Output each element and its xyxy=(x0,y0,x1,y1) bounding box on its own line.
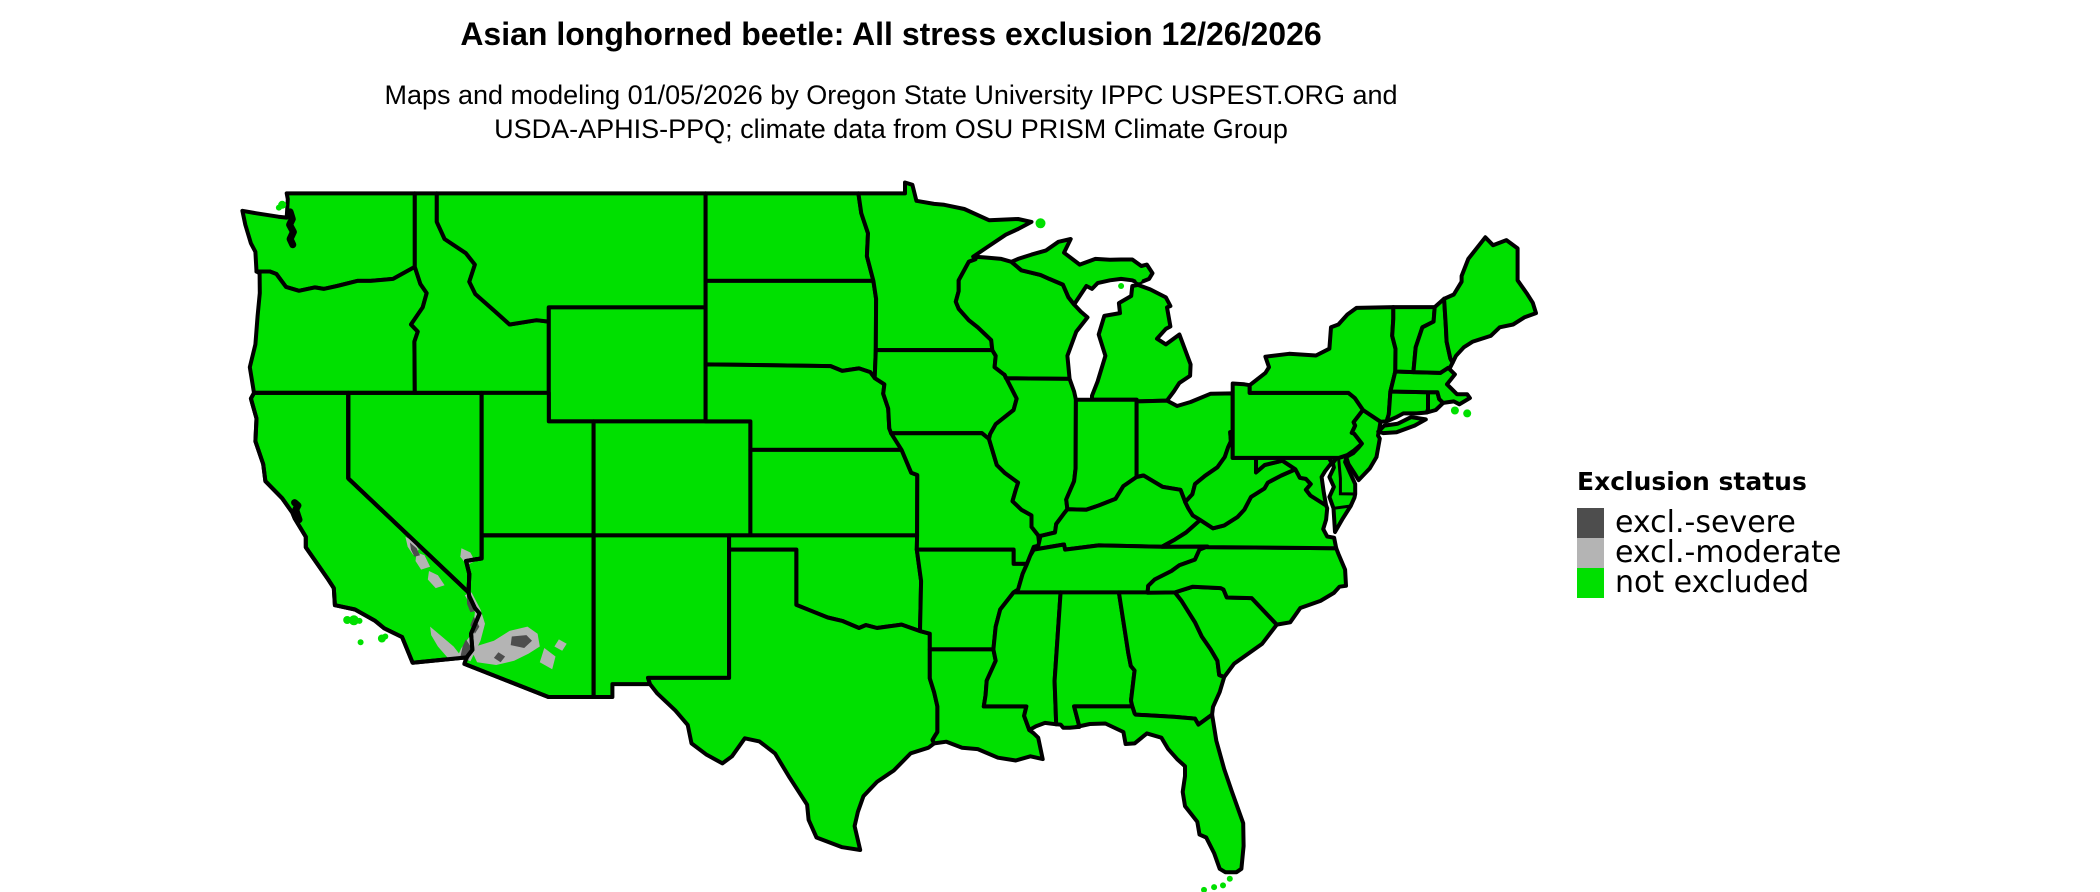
legend-label-moderate: excl.-moderate xyxy=(1615,535,1842,570)
exclusion-moderate-patch xyxy=(430,626,462,660)
island-dot xyxy=(1211,884,1218,891)
legend-item-not-excluded: not excluded xyxy=(1577,568,1841,598)
legend-swatch-severe xyxy=(1577,508,1604,538)
state-wy xyxy=(546,305,708,424)
state-wi xyxy=(953,254,1090,381)
page-subtitle: Maps and modeling 01/05/2026 by Oregon S… xyxy=(0,78,1782,146)
water-inlet xyxy=(291,499,303,524)
state-fl xyxy=(1072,704,1246,875)
state-mi_up xyxy=(1009,237,1155,307)
state-md xyxy=(1254,455,1334,508)
island-dot xyxy=(1136,276,1142,283)
legend-swatch-moderate xyxy=(1577,538,1604,568)
legend-swatch-not-excluded xyxy=(1577,568,1604,598)
island-dot xyxy=(1463,409,1472,418)
island-dot xyxy=(357,639,364,646)
state-me xyxy=(1442,235,1538,365)
subtitle-line-2: USDA-APHIS-PPQ; climate data from OSU PR… xyxy=(494,114,1288,144)
exclusion-severe-patch xyxy=(510,635,532,648)
exclusion-moderate-patch xyxy=(554,639,567,651)
state-border-line xyxy=(1337,457,1356,496)
exclusion-moderate-patch xyxy=(415,552,431,570)
water-inlet xyxy=(286,208,297,249)
island-dot xyxy=(348,615,359,626)
state-nc xyxy=(1145,544,1348,627)
state-tx xyxy=(646,547,940,852)
island-dot xyxy=(275,204,282,211)
state-long_island xyxy=(1376,415,1428,436)
state-or xyxy=(247,264,429,395)
map-region xyxy=(224,172,1564,892)
island-dot xyxy=(382,633,389,640)
island-dot xyxy=(1118,283,1125,289)
exclusion-severe-patch xyxy=(409,542,420,557)
state-nd xyxy=(703,191,876,283)
legend-item-moderate: excl.-moderate xyxy=(1577,538,1841,568)
island-dot xyxy=(1220,882,1226,889)
state-outline-az xyxy=(462,533,596,699)
legend-label-not-excluded: not excluded xyxy=(1615,565,1810,600)
exclusion-moderate-patch xyxy=(539,648,556,670)
state-border-line xyxy=(1333,504,1351,510)
us-map xyxy=(240,180,1538,892)
subtitle-line-1: Maps and modeling 01/05/2026 by Oregon S… xyxy=(384,80,1398,110)
state-mi_lp xyxy=(1090,282,1193,404)
legend-label-severe: excl.-severe xyxy=(1615,505,1796,540)
exclusion-legend: Exclusion status excl.-severe excl.-mode… xyxy=(1577,467,1841,598)
state-co xyxy=(591,419,753,538)
island-dot xyxy=(356,617,363,624)
page-title: Asian longhorned beetle: All stress excl… xyxy=(460,16,1322,52)
state-ks xyxy=(748,447,920,538)
legend-title: Exclusion status xyxy=(1577,467,1807,496)
legend-item-severe: excl.-severe xyxy=(1577,508,1841,538)
state-nj xyxy=(1344,408,1383,483)
island-dot xyxy=(1450,406,1459,415)
exclusion-moderate-patch xyxy=(427,571,445,589)
island-dot xyxy=(1035,218,1046,229)
exclusion-severe-patch xyxy=(493,652,506,663)
island-dot xyxy=(1201,886,1207,892)
island-dot xyxy=(1226,875,1233,882)
state-nm xyxy=(591,533,732,699)
